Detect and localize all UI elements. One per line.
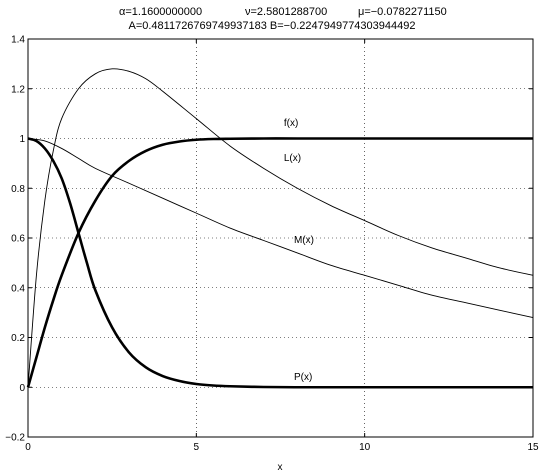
y-tick-label: 1.2 [11, 84, 25, 95]
curve-label-mx: M(x) [294, 235, 314, 246]
x-tick-label: 15 [527, 442, 539, 453]
x-tick-label: 10 [359, 442, 371, 453]
y-tick-label: 0 [19, 383, 25, 394]
y-tick-label: −0.2 [5, 433, 25, 444]
series-line-fx [26, 137, 533, 388]
x-tick-label: 5 [194, 442, 200, 453]
y-tick-label: 0.2 [11, 333, 25, 344]
series-line-lx [27, 68, 534, 388]
grid [28, 39, 533, 437]
curve-labels: f(x) L(x) M(x) P(x) [284, 118, 314, 383]
y-tick-label: 1.4 [11, 35, 25, 46]
title-mu: μ=−0.0782271150 [358, 6, 447, 18]
y-tick-label: 0.6 [11, 234, 25, 245]
title-nu: ν=2.5801288700 [245, 6, 327, 18]
curve-label-lx: L(x) [284, 153, 301, 164]
axis-ticks: 0 5 10 15−0.200.20.40.60.811.21.4 [5, 35, 539, 454]
series-line-px [27, 137, 533, 389]
curve-label-px: P(x) [294, 372, 312, 383]
title-line2: A=0.4811726769749937183 B=−0.22479497743… [128, 20, 415, 32]
series-line-mx [27, 138, 534, 319]
x-tick-label: 0 [25, 442, 31, 453]
y-tick-label: 1 [19, 134, 25, 145]
curve-label-fx: f(x) [284, 118, 298, 129]
curves [26, 68, 534, 389]
y-tick-label: 0.4 [11, 283, 25, 294]
title-alpha: α=1.1600000000 [119, 6, 202, 18]
x-axis-label: x [278, 462, 283, 473]
y-tick-label: 0.8 [11, 184, 25, 195]
